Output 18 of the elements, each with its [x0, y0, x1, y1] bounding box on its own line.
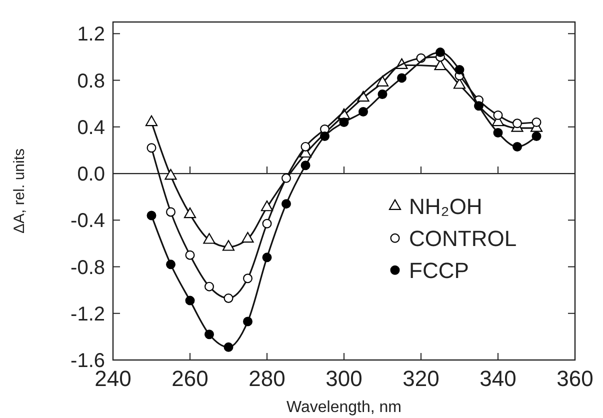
- y-tick-label: -0.8: [70, 256, 105, 279]
- y-axis-title: ΔA, rel. units: [11, 148, 28, 234]
- y-tick-label: -0.4: [70, 210, 105, 232]
- x-tick-label: 360: [556, 366, 594, 391]
- y-tick-label: -1.2: [70, 303, 105, 326]
- x-tick-label: 260: [172, 366, 208, 391]
- legend-label: FCCP: [409, 258, 469, 284]
- y-tick-label: 0.4: [77, 116, 105, 139]
- x-tick-label: 280: [248, 366, 286, 391]
- legend-label: CONTROL: [409, 226, 517, 252]
- y-tick-label: 1.2: [77, 24, 105, 46]
- x-tick-label: 320: [402, 366, 440, 391]
- x-tick-label: 300: [326, 366, 362, 391]
- x-axis-title: Wavelength, nm: [286, 399, 402, 416]
- y-tick-label: 0.8: [77, 70, 105, 92]
- x-tick-label: 340: [480, 366, 516, 391]
- y-tick-label: 0.0: [77, 164, 105, 186]
- legend-label: NH₂OH: [409, 194, 482, 220]
